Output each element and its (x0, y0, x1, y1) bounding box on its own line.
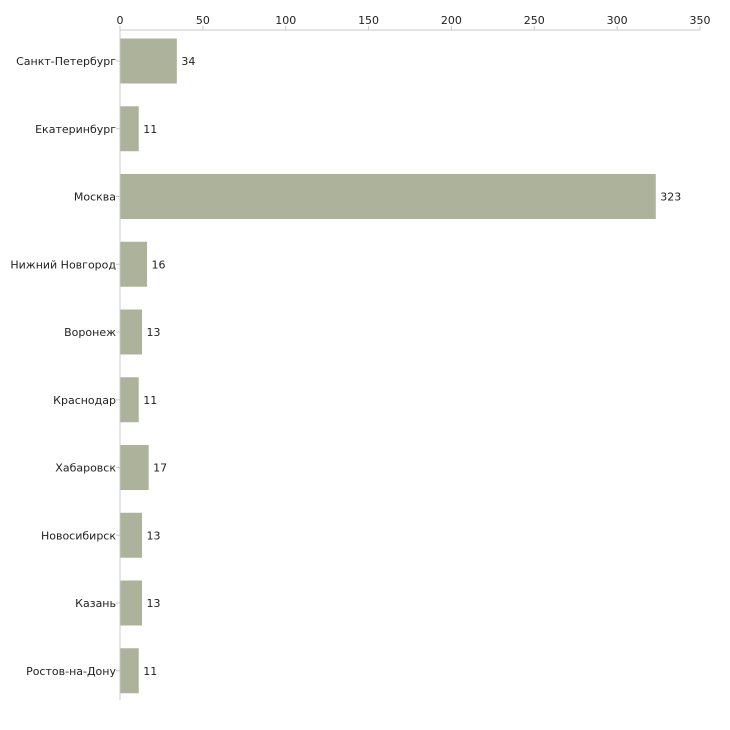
value-label: 34 (181, 55, 195, 68)
bar (120, 580, 143, 626)
bar (120, 174, 656, 219)
x-tick-label: 0 (117, 14, 124, 27)
value-label: 11 (143, 665, 157, 678)
value-label: 11 (143, 394, 157, 407)
category-label: Краснодар (53, 394, 116, 407)
value-label: 13 (147, 326, 161, 339)
x-tick-label: 300 (607, 14, 628, 27)
x-tick-label: 250 (524, 14, 545, 27)
category-label: Казань (75, 597, 116, 610)
value-label: 17 (153, 462, 167, 475)
category-label: Хабаровск (55, 462, 116, 475)
x-tick-label: 200 (441, 14, 462, 27)
bar (120, 648, 139, 694)
value-label: 323 (660, 191, 681, 204)
x-tick-label: 100 (275, 14, 296, 27)
value-label: 11 (143, 123, 157, 136)
x-tick-label: 150 (358, 14, 379, 27)
category-label: Воронеж (64, 326, 116, 339)
value-label: 13 (147, 529, 161, 542)
category-label: Екатеринбург (35, 123, 116, 136)
category-label: Москва (74, 191, 116, 204)
bar (120, 377, 139, 423)
x-tick-label: 50 (196, 14, 210, 27)
x-tick-label: 350 (690, 14, 711, 27)
bar (120, 241, 148, 287)
category-label: Ростов-на-Дону (26, 665, 116, 678)
value-label: 13 (147, 597, 161, 610)
category-label: Нижний Новгород (10, 258, 116, 271)
bar (120, 38, 177, 84)
category-label: Новосибирск (41, 529, 116, 542)
bar (120, 309, 143, 355)
value-label: 16 (152, 258, 166, 271)
bar (120, 106, 139, 152)
bar (120, 512, 143, 558)
bar (120, 445, 149, 490)
category-label: Санкт-Петербург (16, 55, 116, 68)
